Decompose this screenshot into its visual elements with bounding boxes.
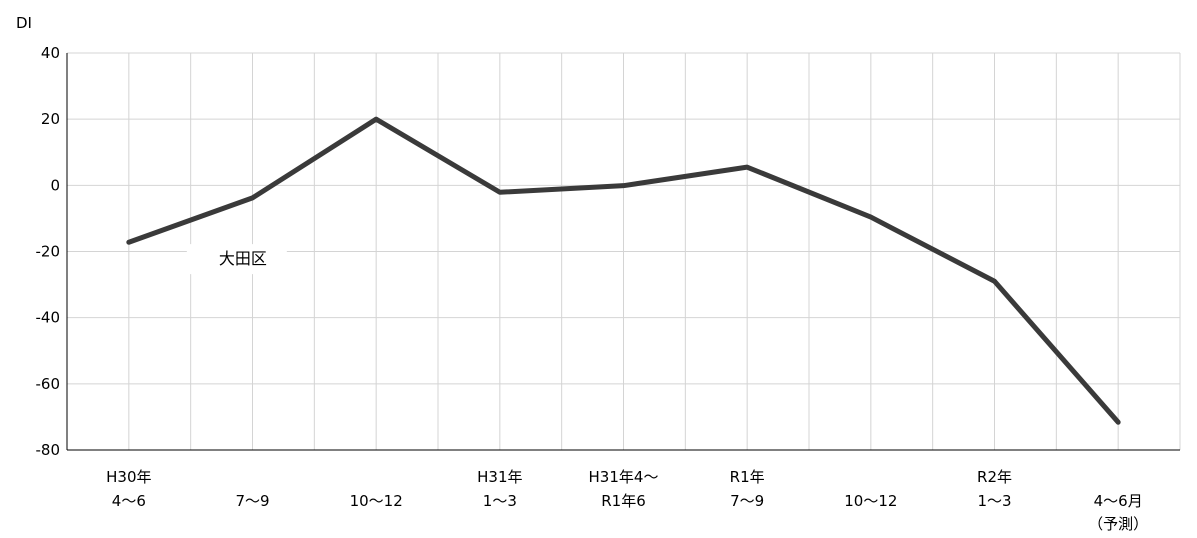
y-axis-title: DI bbox=[16, 14, 32, 32]
x-tick-labels: H30年 4～6 7～9 10～12 H31年 1～3 H31年4～ R1年6 R1年 7～9 10… bbox=[106, 468, 1148, 533]
series-label-box bbox=[186, 244, 287, 275]
x-tick-label: 4～6 bbox=[112, 492, 146, 510]
series-lines bbox=[126, 116, 1121, 425]
y-tick-label: -20 bbox=[36, 243, 61, 261]
y-tick-label: -40 bbox=[36, 309, 61, 327]
series-annotation: 大田区 bbox=[186, 244, 287, 275]
y-tick-label: 20 bbox=[41, 110, 60, 128]
x-tick-label: 1～3 bbox=[977, 492, 1011, 510]
x-tick-label: 7～9 bbox=[730, 492, 764, 510]
x-tick-label: 7～9 bbox=[235, 492, 269, 510]
y-tick-labels: 40 20 0 -20 -40 -60 -80 bbox=[36, 44, 61, 459]
x-tick-label: 1～3 bbox=[483, 492, 517, 510]
x-tick-label: （予測） bbox=[1088, 515, 1148, 533]
x-tick-label: H31年 bbox=[477, 468, 522, 486]
x-tick-label: 4～6月 bbox=[1094, 492, 1143, 510]
x-tick-label: R1年6 bbox=[601, 492, 646, 510]
series-name-label: 大田区 bbox=[219, 249, 267, 268]
x-tick-label: 10～12 bbox=[350, 492, 403, 510]
x-tick-label: R1年 bbox=[730, 468, 765, 486]
y-tick-label: -60 bbox=[36, 375, 61, 393]
x-tick-label: H31年4～ bbox=[589, 468, 659, 486]
y-tick-label: 40 bbox=[41, 44, 60, 62]
x-tick-label: H30年 bbox=[106, 468, 151, 486]
y-tick-label: 0 bbox=[50, 176, 60, 194]
x-tick-label: 10～12 bbox=[844, 492, 897, 510]
x-tick-label: R2年 bbox=[977, 468, 1012, 486]
gridlines bbox=[67, 52, 1181, 450]
y-tick-label: -80 bbox=[36, 441, 61, 459]
axes bbox=[66, 53, 1180, 451]
